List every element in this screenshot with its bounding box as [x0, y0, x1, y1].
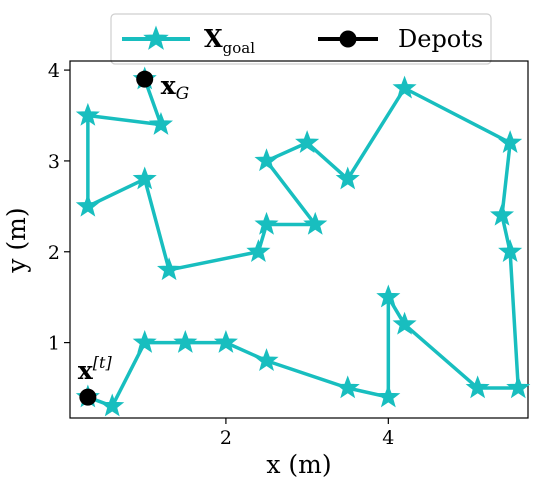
depot-marker	[79, 388, 97, 406]
ticks: 2 4 1 2 3 4	[48, 60, 394, 449]
legend-goal-label: Xgoal	[204, 24, 255, 57]
goal-star-marker	[498, 130, 523, 153]
goal-star-marker	[295, 130, 320, 153]
goal-star-marker	[100, 393, 125, 417]
y-axis-label: y (m)	[2, 207, 31, 273]
legend-goal-label-sub: goal	[223, 39, 256, 57]
goal-star-marker	[132, 329, 157, 353]
goal-star-marker	[498, 239, 523, 263]
legend-depots-dot-icon	[339, 30, 357, 48]
goal-star-marker	[254, 348, 279, 372]
goal-star-marker	[75, 193, 100, 217]
goal-star-marker	[254, 211, 279, 235]
x-tick-label: 4	[382, 427, 394, 449]
goal-star-marker	[392, 75, 417, 99]
legend: Xgoal Depots	[110, 13, 492, 65]
goal-star-marker	[376, 384, 401, 408]
goal-star-marker	[392, 311, 417, 335]
goal-star-marker	[148, 111, 173, 135]
goal-star-marker	[303, 211, 328, 235]
goal-star-marker	[246, 239, 271, 263]
legend-goal-label-bold: X	[204, 24, 223, 53]
legend-depots-label: Depots	[398, 25, 483, 53]
y-tick-label: 4	[48, 60, 60, 82]
depot-annotation-label: xG	[161, 71, 190, 104]
goal-star-marker	[335, 166, 360, 190]
legend-goal-star-icon	[143, 25, 169, 50]
annotation-bold-x: x	[161, 71, 177, 100]
route-series	[75, 66, 531, 417]
plot-frame	[69, 60, 529, 419]
goal-route-line	[86, 78, 521, 408]
y-tick-label: 1	[48, 333, 60, 355]
annotation-superscript: [t]	[93, 353, 113, 372]
goal-star-marker	[173, 329, 198, 353]
annotation-subscript: G	[176, 84, 190, 104]
goal-star-marker	[376, 284, 401, 308]
y-tick-label: 2	[48, 242, 60, 264]
legend-box	[110, 13, 492, 65]
x-axis-label: x (m)	[266, 450, 331, 479]
goal-star-marker	[465, 375, 490, 399]
goal-star-marker	[75, 102, 100, 126]
goal-star-marker	[132, 166, 157, 190]
goal-star-marker	[489, 202, 515, 226]
depot-annotation-label: x[t]	[78, 353, 113, 385]
goal-star-marker	[213, 329, 238, 353]
goal-star-marker	[254, 148, 279, 172]
goal-star-marker	[157, 257, 182, 281]
depot-series	[79, 70, 154, 406]
depot-marker	[136, 70, 154, 88]
goal-star-marker	[335, 375, 360, 399]
goal-star-marker	[506, 375, 531, 399]
annotation-bold-x: x	[78, 356, 94, 385]
x-tick-label: 2	[220, 427, 232, 449]
y-tick-label: 3	[48, 151, 60, 173]
annotations: xGx[t]	[78, 71, 189, 385]
